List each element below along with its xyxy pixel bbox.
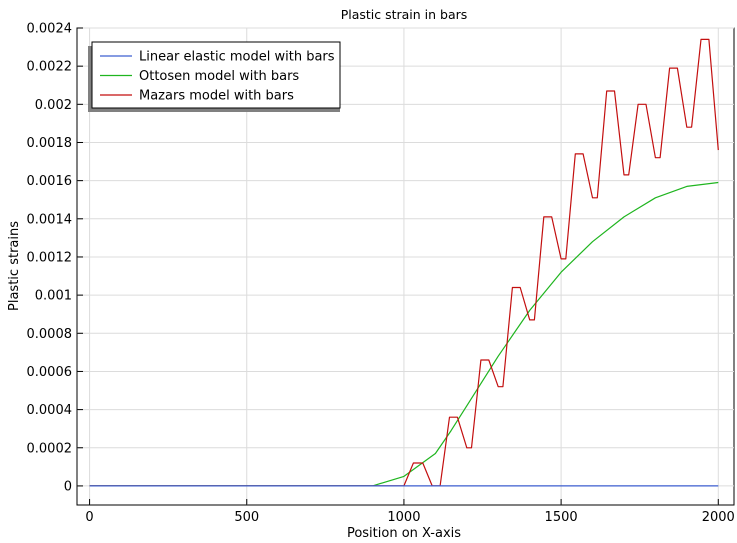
y-tick-label: 0.0016	[27, 174, 73, 189]
y-tick-label: 0.0024	[27, 22, 73, 37]
y-tick-label: 0.002	[35, 98, 72, 113]
legend-label: Linear elastic model with bars	[139, 50, 335, 65]
y-tick-label: 0.0014	[27, 212, 73, 227]
y-tick-label: 0.0006	[27, 365, 73, 380]
y-tick-label: 0	[64, 479, 72, 494]
y-tick-label: 0.0018	[27, 136, 73, 151]
y-tick-label: 0.0008	[27, 327, 73, 342]
y-tick-label: 0.001	[35, 289, 72, 304]
x-tick-label: 1500	[545, 510, 578, 525]
series-lines	[89, 38, 719, 487]
legend: Linear elastic model with bars Ottosen mo…	[88, 41, 341, 112]
series-line-2	[89, 38, 719, 487]
y-tick-label: 0.0002	[27, 441, 73, 456]
y-tick-label: 0.0012	[27, 250, 73, 265]
legend-label: Mazars model with bars	[139, 89, 294, 104]
x-tick-label: 1000	[387, 510, 420, 525]
x-tick-label: 2000	[702, 510, 735, 525]
legend-box	[91, 41, 341, 109]
legend-label: Ottosen model with bars	[139, 69, 299, 84]
x-tick-label: 0	[85, 510, 93, 525]
y-axis-title: Plastic strains	[7, 221, 22, 311]
y-tick-label: 0.0004	[27, 403, 73, 418]
x-axis-title: Position on X-axis	[347, 526, 461, 541]
axis-ticks: 0 500 1000 1500 2000 0 0.0002 0.0004 0.0006 0.000…	[27, 22, 735, 526]
x-tick-label: 500	[234, 510, 259, 525]
chart-title: Plastic strain in bars	[341, 7, 468, 22]
y-tick-label: 0.0022	[27, 60, 73, 75]
